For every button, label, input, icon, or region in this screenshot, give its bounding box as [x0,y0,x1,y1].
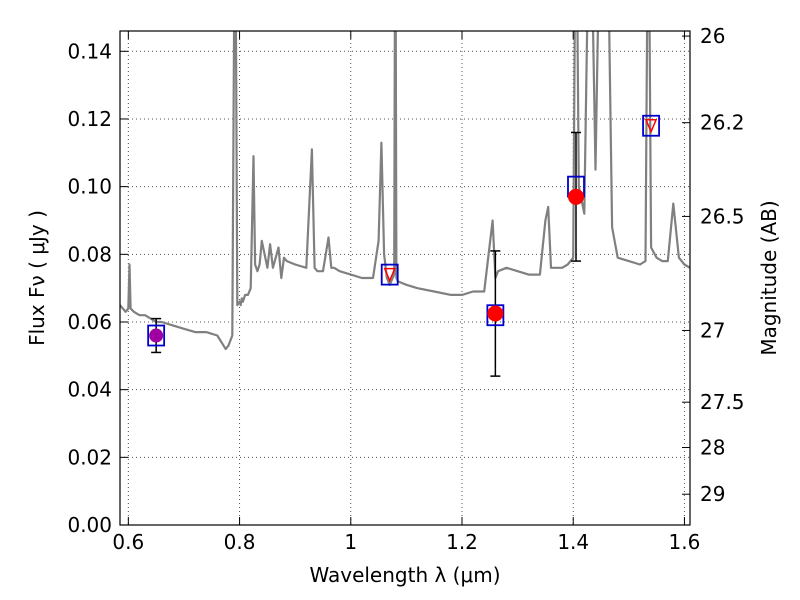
y-tick-label: 0.00 [67,513,112,537]
model-photometry-square [147,324,166,347]
y2-tick-label: 29 [700,482,725,506]
detection-point [487,305,504,322]
x-tick-label: 0.8 [224,530,256,554]
y-tick-label: 0.02 [67,445,112,469]
x-tick-label: 1.4 [557,530,589,554]
y-tick-label: 0.14 [67,39,112,63]
x-tick-label: 0.6 [112,530,144,554]
y2-tick-label: 27.5 [700,390,745,414]
model-spectrum-line [120,31,690,351]
optical-detection-point [149,328,164,343]
x-tick-label: 1 [344,530,357,554]
upper-limit-marker [383,267,396,283]
model-spectrum-layer [120,31,690,351]
x-tick-label: 1.6 [669,530,701,554]
y-axis-label: Flux Fν ( μJy ) [25,210,49,346]
y2-axis-label: Magnitude (AB) [757,200,781,355]
y-tick-label: 0.10 [67,175,112,199]
y2-tick-label: 28 [700,436,725,460]
x-tick-label: 1.2 [446,530,478,554]
data-markers [147,114,660,347]
y-tick-label: 0.08 [67,242,112,266]
grid-lines [120,31,690,526]
detection-point [568,188,584,205]
upper-limit-marker [644,118,658,134]
y-tick-label: 0.06 [67,310,112,334]
axis-ticks: 0.6 0.8 1 1.2 1.4 1.6 0.00 0.02 0.04 0.06 0.08 0.10… [67,24,744,554]
y-tick-label: 0.12 [67,107,112,131]
y2-tick-label: 26.2 [700,111,745,135]
y-tick-label: 0.04 [67,378,112,402]
y2-tick-label: 27 [700,318,725,342]
plot-frame [119,30,691,526]
model-photometry-square [380,263,399,286]
x-axis-label: Wavelength λ (μm) [309,563,500,587]
y2-tick-label: 26 [700,24,725,48]
y2-tick-label: 26.5 [700,204,745,228]
model-photometry-square [486,304,505,327]
model-photometry-square [642,114,660,137]
